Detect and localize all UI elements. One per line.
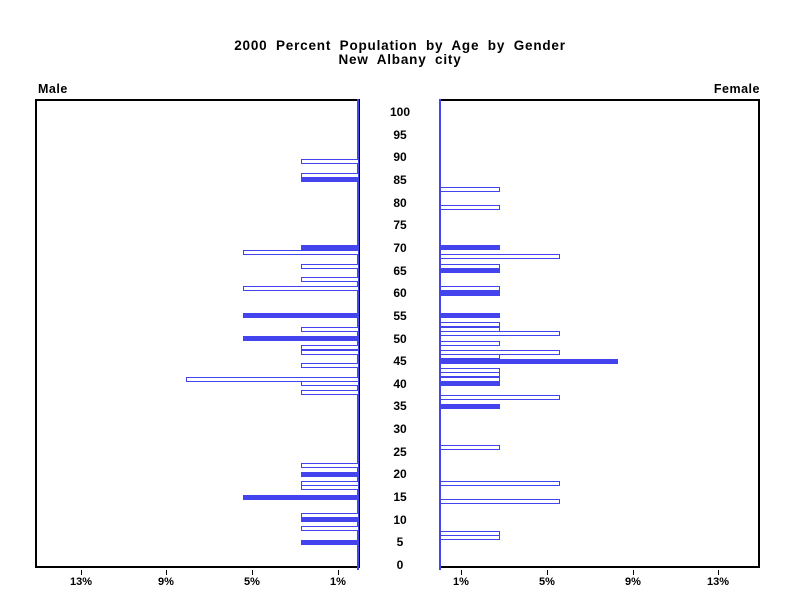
pct-tick-label-5%: 5% <box>539 576 555 588</box>
bar-female-age-83 <box>440 187 500 192</box>
bar-female-age-35 <box>440 404 500 409</box>
bar-female-age-65 <box>440 268 500 273</box>
female-panel-label: Female <box>713 82 760 96</box>
bar-male-age-20 <box>301 472 359 477</box>
bar-female-age-55 <box>440 313 500 318</box>
bar-male-age-85 <box>301 177 359 182</box>
pct-tick-label-13%: 13% <box>706 576 730 588</box>
bar-male-age-22 <box>301 463 359 468</box>
age-tick-label-70: 70 <box>393 241 407 255</box>
bar-female-age-61 <box>440 286 500 291</box>
male-zero-axis-line <box>357 99 359 570</box>
bar-female-age-51 <box>440 331 560 336</box>
bar-male-age-41 <box>186 377 359 382</box>
bar-female-age-46 <box>440 354 500 359</box>
pct-tick <box>166 570 167 575</box>
chart-title: 2000 Percent Population by Age by Gender <box>234 38 566 53</box>
pct-tick-label-5%: 5% <box>244 576 260 588</box>
age-tick-label-30: 30 <box>393 422 407 436</box>
bar-male-age-61 <box>243 286 359 291</box>
age-tick-label-55: 55 <box>393 309 407 323</box>
bar-male-age-8 <box>301 526 359 531</box>
age-tick-label-95: 95 <box>393 128 407 142</box>
bar-female-age-42 <box>440 372 500 377</box>
age-tick-label-85: 85 <box>393 173 407 187</box>
pct-tick <box>81 570 82 575</box>
age-tick-label-100: 100 <box>389 105 411 119</box>
bar-female-age-49 <box>440 341 500 346</box>
bar-female-age-18 <box>440 481 560 486</box>
bar-female-age-37 <box>440 395 560 400</box>
bar-male-age-48 <box>301 345 359 350</box>
age-tick-label-60: 60 <box>393 286 407 300</box>
bar-female-age-14 <box>440 499 560 504</box>
bar-female-age-79 <box>440 205 500 210</box>
age-tick-label-80: 80 <box>393 196 407 210</box>
pct-tick <box>547 570 548 575</box>
bar-male-age-52 <box>301 327 359 332</box>
age-tick-label-25: 25 <box>393 445 407 459</box>
bar-female-age-40 <box>440 381 500 386</box>
pct-tick-label-1%: 1% <box>453 576 469 588</box>
bar-female-age-47 <box>440 350 560 355</box>
bar-female-age-45 <box>440 359 618 364</box>
bar-male-age-40 <box>301 381 359 386</box>
pct-tick-label-1%: 1% <box>330 576 346 588</box>
age-tick-label-75: 75 <box>393 218 407 232</box>
bar-female-age-53 <box>440 322 500 327</box>
bar-male-age-89 <box>301 159 359 164</box>
bar-female-age-70 <box>440 245 500 250</box>
bar-male-age-69 <box>243 250 359 255</box>
age-tick-label-5: 5 <box>396 535 404 549</box>
pct-tick <box>252 570 253 575</box>
bar-male-age-55 <box>243 313 359 318</box>
age-tick-label-10: 10 <box>393 513 407 527</box>
pct-tick-label-13%: 13% <box>69 576 93 588</box>
age-tick-label-50: 50 <box>393 332 407 346</box>
age-tick-label-65: 65 <box>393 264 407 278</box>
bar-female-age-6 <box>440 535 500 540</box>
bar-male-age-70 <box>301 245 359 250</box>
age-tick-label-40: 40 <box>393 377 407 391</box>
pct-tick-label-9%: 9% <box>158 576 174 588</box>
age-tick-label-45: 45 <box>393 354 407 368</box>
bar-female-age-68 <box>440 254 560 259</box>
chart-subtitle: New Albany city <box>338 52 462 67</box>
bar-male-age-47 <box>301 350 359 355</box>
bar-male-age-66 <box>301 264 359 269</box>
bar-male-age-5 <box>301 540 359 545</box>
age-tick-label-0: 0 <box>396 558 404 572</box>
bar-male-age-15 <box>243 495 359 500</box>
age-tick-label-20: 20 <box>393 467 407 481</box>
bar-male-age-44 <box>301 363 359 368</box>
bar-female-age-26 <box>440 445 500 450</box>
age-tick-label-15: 15 <box>393 490 407 504</box>
pct-tick-label-9%: 9% <box>625 576 641 588</box>
age-tick-label-35: 35 <box>393 399 407 413</box>
pct-tick <box>338 570 339 575</box>
age-tick-label-90: 90 <box>393 150 407 164</box>
bar-male-age-38 <box>301 390 359 395</box>
bar-female-age-60 <box>440 291 500 296</box>
bar-male-age-17 <box>301 485 359 490</box>
pct-tick <box>461 570 462 575</box>
pct-tick <box>718 570 719 575</box>
bar-male-age-63 <box>301 277 359 282</box>
bar-male-age-10 <box>301 517 359 522</box>
pct-tick <box>633 570 634 575</box>
bar-male-age-50 <box>243 336 359 341</box>
male-panel-label: Male <box>38 82 68 96</box>
